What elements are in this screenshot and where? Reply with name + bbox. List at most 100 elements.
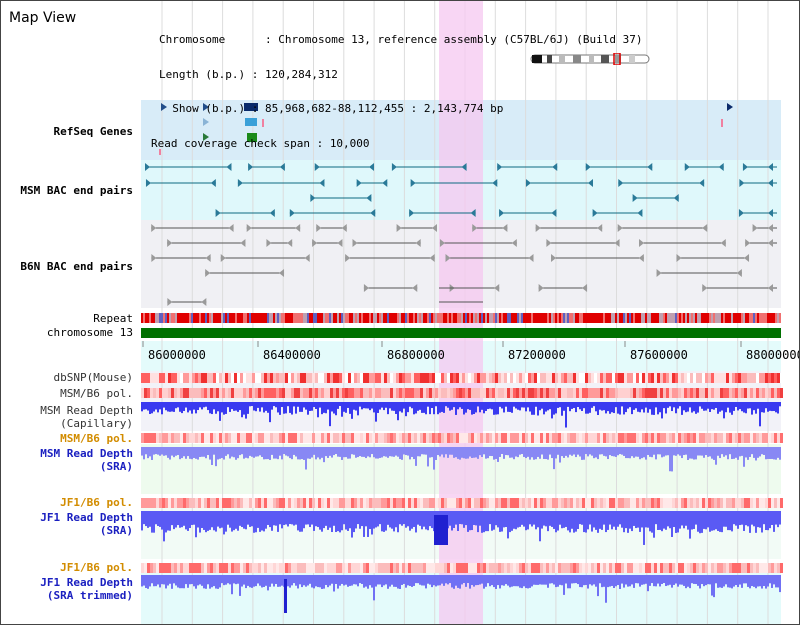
depth-bar <box>275 402 277 408</box>
depth-bar <box>439 575 441 586</box>
repeat-segment <box>419 313 421 323</box>
dbsnp-cell <box>372 373 375 383</box>
pol-cell <box>546 498 549 508</box>
depth-bar <box>229 575 231 585</box>
pol-cell <box>213 563 216 573</box>
repeat-segment <box>743 313 745 323</box>
pol-cell <box>183 563 186 573</box>
track-label-msm-read-depth-sra[interactable]: MSM Read Depth <box>40 447 133 460</box>
dbsnp-cell <box>762 373 765 383</box>
pol-cell <box>330 563 333 573</box>
depth-bar <box>473 402 475 415</box>
depth-bar <box>335 575 337 584</box>
dbsnp-cell <box>198 373 201 383</box>
info-row-show: Show (b.p.) : 85,968,682-88,112,455 : 2,… <box>151 103 642 115</box>
dbsnp-cell <box>336 373 339 383</box>
depth-bar <box>349 447 351 459</box>
pol-cell <box>654 388 657 398</box>
pol-cell <box>714 388 717 398</box>
depth-bar <box>565 511 567 527</box>
pol-cell <box>636 498 639 508</box>
track-label-jf1-read-depth-trimmed[interactable]: JF1 Read Depth <box>40 576 133 589</box>
depth-bar <box>265 402 267 411</box>
pol-cell <box>465 498 468 508</box>
depth-bar <box>243 575 245 585</box>
depth-bar <box>311 575 313 588</box>
repeat-segment <box>145 313 147 323</box>
pol-cell <box>507 388 510 398</box>
depth-bar <box>605 575 607 603</box>
pol-cell <box>279 433 282 443</box>
repeat-segment <box>369 313 371 323</box>
dbsnp-cell <box>390 373 393 383</box>
depth-bar <box>595 511 597 530</box>
pol-cell <box>645 563 648 573</box>
depth-bar <box>181 447 183 459</box>
pol-cell <box>288 498 291 508</box>
track-label-refseq[interactable]: RefSeq Genes <box>53 125 133 138</box>
pol-cell <box>453 388 456 398</box>
depth-bar <box>245 447 247 458</box>
depth-bar <box>145 575 147 588</box>
depth-bar <box>759 447 761 457</box>
chromosome-ideogram[interactable] <box>529 53 653 65</box>
track-label-dbsnp[interactable]: dbSNP(Mouse) <box>53 371 133 384</box>
depth-bar <box>581 511 583 525</box>
repeat-segment <box>717 313 719 323</box>
track-label-msm-bac[interactable]: MSM BAC end pairs <box>20 184 133 197</box>
pol-cell <box>714 498 717 508</box>
pol-cell <box>483 498 486 508</box>
repeat-segment <box>217 313 219 323</box>
pol-cell <box>498 498 501 508</box>
pol-cell <box>198 563 201 573</box>
depth-bar <box>211 447 213 465</box>
pol-cell <box>543 433 546 443</box>
track-label-jf1-b6-pol[interactable]: JF1/B6 pol. <box>60 496 133 509</box>
depth-bar <box>629 447 631 459</box>
bac-end-glyph <box>382 179 388 187</box>
depth-bar <box>515 447 517 457</box>
pol-cell <box>585 433 588 443</box>
pol-cell <box>360 498 363 508</box>
bac-end-glyph <box>431 224 437 232</box>
track-label-b6n-bac[interactable]: B6N BAC end pairs <box>20 260 133 273</box>
dbsnp-cell <box>432 373 435 383</box>
depth-bar <box>611 575 613 586</box>
depth-bar <box>185 447 187 459</box>
track-label-msm-read-depth-capillary[interactable]: MSM Read Depth <box>40 404 133 417</box>
repeat-segment <box>417 313 419 323</box>
depth-bar <box>233 511 235 531</box>
pol-cell <box>399 433 402 443</box>
track-label-jf1-read-depth[interactable]: JF1 Read Depth <box>40 511 133 524</box>
repeat-segment <box>441 313 443 323</box>
depth-bar <box>757 575 759 587</box>
bac-end-glyph <box>632 194 638 202</box>
depth-bar <box>547 575 549 588</box>
pol-cell <box>156 563 159 573</box>
depth-bar <box>323 402 325 413</box>
depth-bar <box>505 402 507 407</box>
pol-cell <box>294 433 297 443</box>
track-label-jf1-b6-pol-2[interactable]: JF1/B6 pol. <box>60 561 133 574</box>
pol-cell <box>399 498 402 508</box>
depth-bar <box>505 447 507 456</box>
pol-cell <box>732 388 735 398</box>
depth-bar <box>437 402 439 415</box>
pol-cell <box>462 433 465 443</box>
pol-cell <box>321 433 324 443</box>
track-label-msm-b6-pol[interactable]: MSM/B6 pol. <box>60 387 133 400</box>
dbsnp-cell <box>573 373 576 383</box>
depth-bar <box>319 402 321 408</box>
pol-cell <box>234 498 237 508</box>
depth-bar <box>637 575 639 584</box>
depth-bar <box>751 447 753 455</box>
pol-cell <box>246 433 249 443</box>
pol-cell <box>339 388 342 398</box>
repeat-segment <box>399 313 401 323</box>
dbsnp-cell <box>663 373 666 383</box>
pol-cell <box>492 433 495 443</box>
dbsnp-cell <box>750 373 753 383</box>
track-label-msm-b6-pol-sra[interactable]: MSM/B6 pol. <box>60 432 133 445</box>
depth-bar <box>377 402 379 413</box>
